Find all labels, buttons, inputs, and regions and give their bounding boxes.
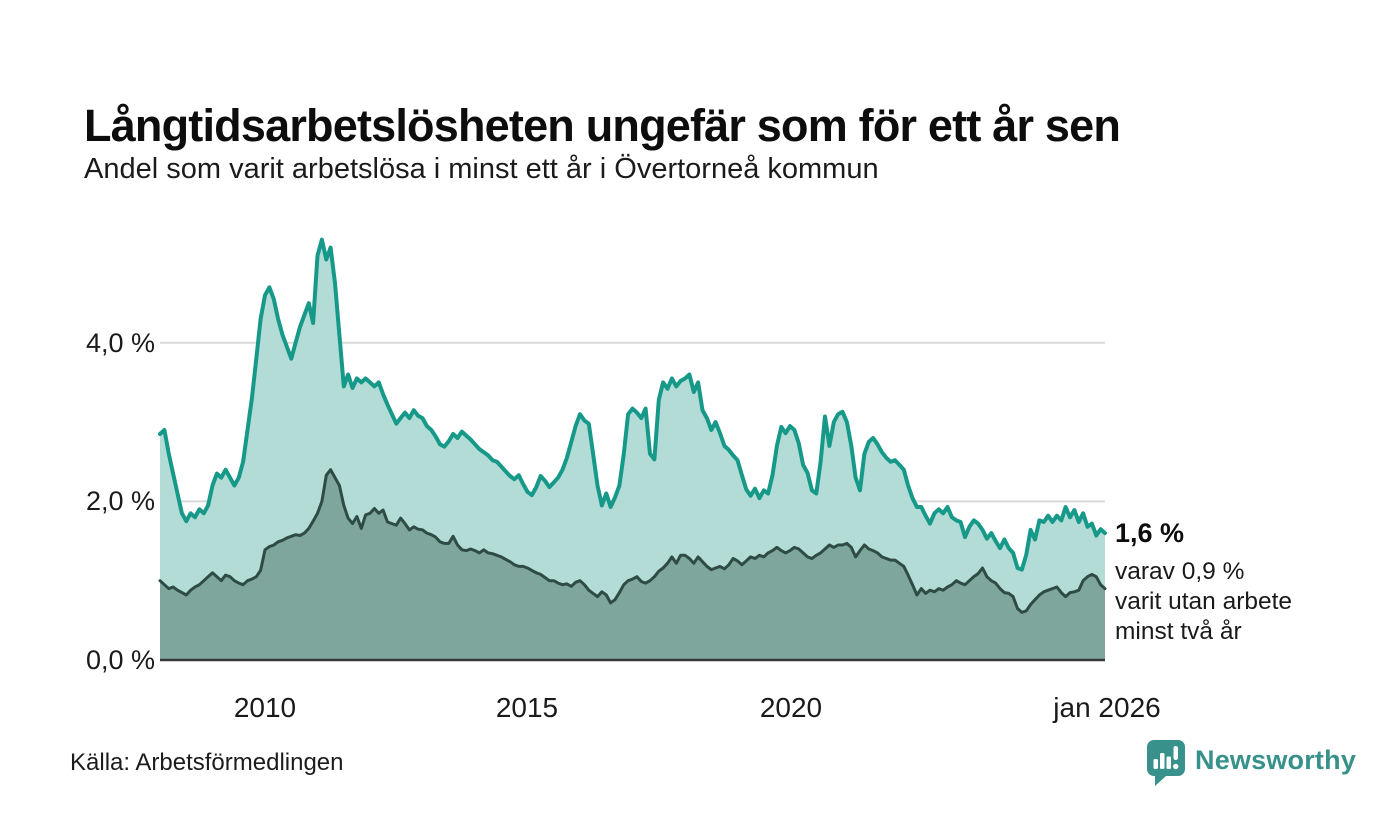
x-tick-2020: 2020	[759, 692, 823, 723]
x-tick-2010: 2010	[233, 692, 297, 723]
newsworthy-logo: Newsworthy	[1147, 740, 1356, 786]
y-tick-4pct: 4,0 %	[85, 328, 155, 358]
exclamation-stem	[1173, 746, 1178, 760]
note-line-1: varav 0,9 %	[1115, 558, 1245, 585]
note-line-2: varit utan arbete	[1115, 588, 1293, 615]
newsworthy-wordmark: Newsworthy	[1195, 744, 1357, 775]
x-tick-jan-2026: jan 2026	[1053, 692, 1161, 723]
y-tick-0pct: 0,0 %	[85, 645, 155, 675]
bar-medium	[1166, 756, 1171, 769]
bar-short	[1153, 759, 1158, 769]
speech-bubble-shape	[1147, 740, 1185, 786]
series-min-one-year-line	[158, 237, 1107, 572]
latest-value-label: 1,6 %	[1115, 518, 1185, 548]
note-line-3: minst två år	[1115, 618, 1242, 645]
chart-subtitle: Andel som varit arbetslösa i minst ett å…	[84, 153, 879, 185]
bar-tall	[1160, 753, 1165, 769]
newsworthy-logo-icon	[1147, 740, 1185, 786]
x-tick-2015: 2015	[495, 692, 559, 723]
series-min-two-years-area	[160, 469, 1105, 660]
series-min-two-years-line	[158, 468, 1107, 614]
latest-value-note: varav 0,9 % varit utan arbete minst två …	[1115, 557, 1292, 647]
exclamation-dot	[1173, 763, 1179, 770]
page-title: Långtidsarbetslösheten ungefär som för e…	[84, 100, 1121, 152]
source-attribution: Källa: Arbetsförmedlingen	[70, 749, 344, 776]
y-tick-2pct: 2,0 %	[85, 486, 155, 516]
